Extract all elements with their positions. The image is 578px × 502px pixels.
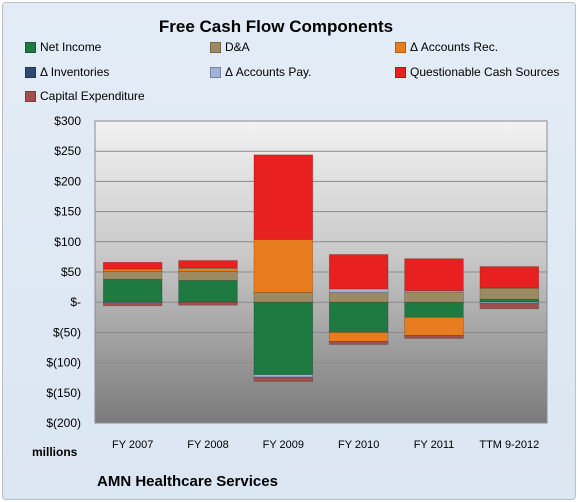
legend-label: Δ Accounts Pay.: [225, 65, 312, 79]
bar-segment-net-income: [102, 278, 163, 303]
bar-segment-da: [178, 271, 238, 281]
bar-segment-net-income: [253, 301, 314, 376]
legend-item-accounts-rec: Δ Accounts Rec.: [395, 40, 498, 54]
y-tick-label: $(50): [53, 325, 81, 339]
bar-segment-accounts-rec: [479, 287, 540, 289]
bar-segment-questionable: [102, 261, 163, 270]
bar-segment-capex: [178, 301, 238, 306]
bar-segment-accounts-rec: [253, 239, 314, 293]
legend-item-accounts-pay: Δ Accounts Pay.: [210, 65, 312, 79]
y-tick-label: $150: [54, 205, 81, 219]
legend-label: D&A: [225, 40, 250, 54]
y-tick-label: $100: [54, 235, 81, 249]
bar-segment-capex: [479, 303, 540, 310]
y-tick-label: $-: [70, 295, 81, 309]
legend-item-net-income: Net Income: [25, 40, 101, 54]
bar-segment-questionable: [178, 260, 238, 269]
legend-swatch: [25, 41, 36, 53]
bar-segment-net-income: [178, 280, 238, 303]
chart-plot: $300 $250 $200 $150 $100 $50 $- $(50) $(100) $(15…: [46, 114, 548, 451]
chart-title: Free Cash Flow Components: [158, 17, 394, 36]
legend-swatch: [210, 41, 221, 53]
bar-segment-accounts-rec: [102, 268, 163, 272]
y-tick-label: $200: [54, 174, 81, 188]
legend-swatch: [25, 66, 36, 78]
bar-segment-net-income: [404, 301, 464, 318]
legend-swatch: [395, 66, 406, 78]
legend-label: Capital Expenditure: [40, 89, 145, 103]
x-tick-label: FY 2009: [263, 439, 304, 451]
bar-segment-net-income: [328, 301, 389, 333]
bar-segment-da: [404, 291, 464, 303]
legend-item-inventories: Δ Inventories: [25, 65, 109, 79]
bar-segment-net-income: [479, 298, 540, 303]
x-tick-label: FY 2007: [112, 439, 153, 451]
y-tick-label: $(100): [46, 356, 81, 370]
bar-segment-questionable: [328, 254, 389, 290]
legend-swatch: [395, 41, 406, 53]
units-label: millions: [32, 445, 78, 459]
bar-segment-accounts-rec: [404, 316, 464, 336]
y-tick-label: $300: [54, 114, 81, 128]
legend-item-da: D&A: [210, 40, 250, 54]
bar-segment-accounts-rec: [178, 268, 238, 272]
legend-label: Net Income: [40, 40, 102, 54]
y-tick-label: $(150): [46, 386, 81, 400]
bar-segment-accounts-rec: [328, 332, 389, 342]
bar-segment-accounts-pay: [178, 267, 238, 269]
x-tick-label: FY 2011: [414, 439, 455, 451]
x-tick-label: FY 2010: [338, 439, 379, 451]
bar-segment-accounts-pay: [253, 374, 314, 378]
bar-segment-questionable: [253, 154, 314, 240]
bar-segment-da: [102, 271, 163, 280]
legend-swatch: [25, 90, 36, 102]
legend-label: Δ Accounts Rec.: [410, 40, 499, 54]
legend-label: Questionable Cash Sources: [410, 65, 560, 79]
bar-segment-accounts-pay: [328, 288, 389, 293]
legend-item-questionable: Questionable Cash Sources: [395, 65, 559, 79]
bar-segment-capex: [328, 341, 389, 345]
bar-segment-da: [479, 287, 540, 300]
y-tick-label: $250: [54, 144, 81, 158]
legend-item-capex: Capital Expenditure: [25, 89, 145, 103]
bar-segment-questionable: [404, 258, 464, 292]
legend-label: Δ Inventories: [40, 65, 110, 79]
bar-segment-questionable: [479, 266, 540, 289]
y-tick-label: $(200): [46, 416, 81, 430]
bar-segment-da: [253, 292, 314, 303]
bar-segment-da: [328, 292, 389, 303]
bar-segment-capex: [102, 302, 163, 307]
x-tick-label: TTM 9-2012: [479, 439, 539, 451]
x-tick-label: FY 2008: [187, 439, 228, 451]
bar-segment-capex: [404, 335, 464, 339]
legend-swatch: [210, 66, 221, 78]
bar-segment-capex: [253, 376, 314, 382]
company-name: AMN Healthcare Services: [97, 473, 278, 490]
y-tick-label: $50: [61, 265, 81, 279]
